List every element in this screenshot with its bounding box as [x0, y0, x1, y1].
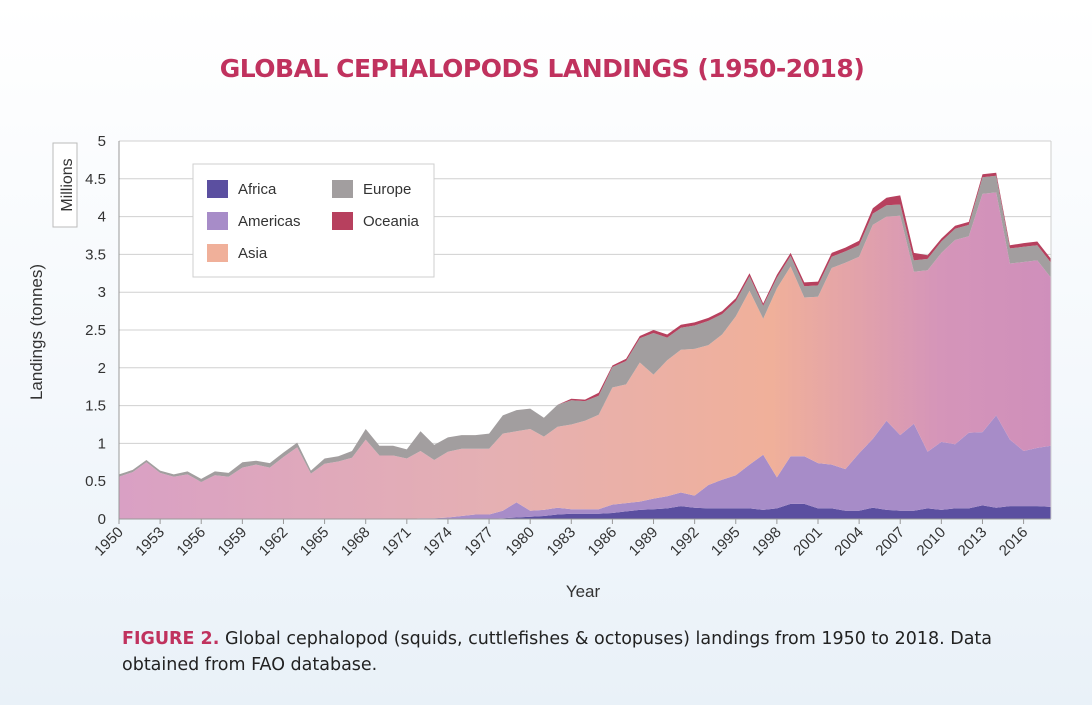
- y-tick-label: 2: [98, 360, 106, 377]
- legend-swatch-oceania: [332, 212, 353, 230]
- x-tick-label: 1980: [502, 524, 538, 560]
- y-tick-label: 1.5: [85, 398, 106, 415]
- figure-caption: FIGURE 2. Global cephalopod (squids, cut…: [122, 626, 1062, 678]
- y-unit-label: Millions: [59, 158, 76, 211]
- x-tick-label: 1983: [544, 524, 580, 560]
- stacked-areas: [119, 172, 1051, 519]
- chart-title: GLOBAL CEPHALOPODS LANDINGS (1950-2018): [219, 54, 865, 83]
- y-axis-title: Landings (tonnes): [27, 264, 46, 400]
- x-tick-label: 1965: [297, 524, 333, 560]
- legend-label-africa: Africa: [238, 181, 277, 198]
- x-tick-label: 2007: [872, 524, 908, 560]
- x-tick-label: 1986: [585, 524, 621, 560]
- x-tick-label: 2016: [996, 524, 1032, 560]
- area-asia: [119, 192, 1051, 519]
- x-tick-label: 1971: [379, 524, 415, 560]
- x-tick-label: 1953: [132, 524, 168, 560]
- legend-swatch-africa: [207, 180, 228, 198]
- legend-swatch-europe: [332, 180, 353, 198]
- x-tick-label: 2001: [790, 524, 826, 560]
- y-tick-label: 2.5: [85, 322, 106, 339]
- x-tick-label: 1998: [749, 524, 785, 560]
- legend-label-oceania: Oceania: [363, 213, 420, 230]
- x-tick-label: 2010: [914, 524, 950, 560]
- x-tick-label: 1968: [338, 524, 374, 560]
- x-tick-label: 1962: [256, 524, 292, 560]
- y-tick-label: 5: [98, 133, 106, 150]
- y-tick-label: 1: [98, 435, 106, 452]
- area-africa: [119, 503, 1051, 519]
- y-tick-label: 4: [98, 209, 106, 226]
- caption-text: Global cephalopod (squids, cuttlefishes …: [122, 629, 993, 675]
- x-tick-label: 1956: [173, 524, 209, 560]
- x-tick-label: 1995: [708, 524, 744, 560]
- y-tick-label: 0: [98, 511, 106, 528]
- x-tick-label: 1992: [667, 524, 703, 560]
- x-tick-label: 1974: [420, 524, 456, 560]
- y-tick-label: 3.5: [85, 246, 106, 263]
- chart-legend: Africa Americas Asia Europe Oceania: [192, 163, 435, 278]
- x-axis-title: Year: [566, 582, 601, 601]
- caption-label: FIGURE 2.: [122, 629, 220, 649]
- legend-label-americas: Americas: [238, 213, 301, 230]
- x-tick-label: 1959: [215, 524, 251, 560]
- legend-label-asia: Asia: [238, 245, 268, 262]
- x-tick-label: 1977: [461, 524, 497, 560]
- x-tick-label: 1950: [91, 524, 127, 560]
- y-unit-box: Millions: [52, 142, 78, 228]
- area-americas: [119, 415, 1051, 519]
- x-tick-label: 2013: [955, 524, 991, 560]
- y-tick-label: 0.5: [85, 473, 106, 490]
- y-tick-label: 4.5: [85, 171, 106, 188]
- x-tick-label: 1989: [626, 524, 662, 560]
- y-tick-label: 3: [98, 284, 106, 301]
- x-tick-label: 2004: [831, 524, 867, 560]
- legend-swatch-asia: [207, 244, 228, 262]
- legend-swatch-americas: [207, 212, 228, 230]
- legend-label-europe: Europe: [363, 181, 411, 198]
